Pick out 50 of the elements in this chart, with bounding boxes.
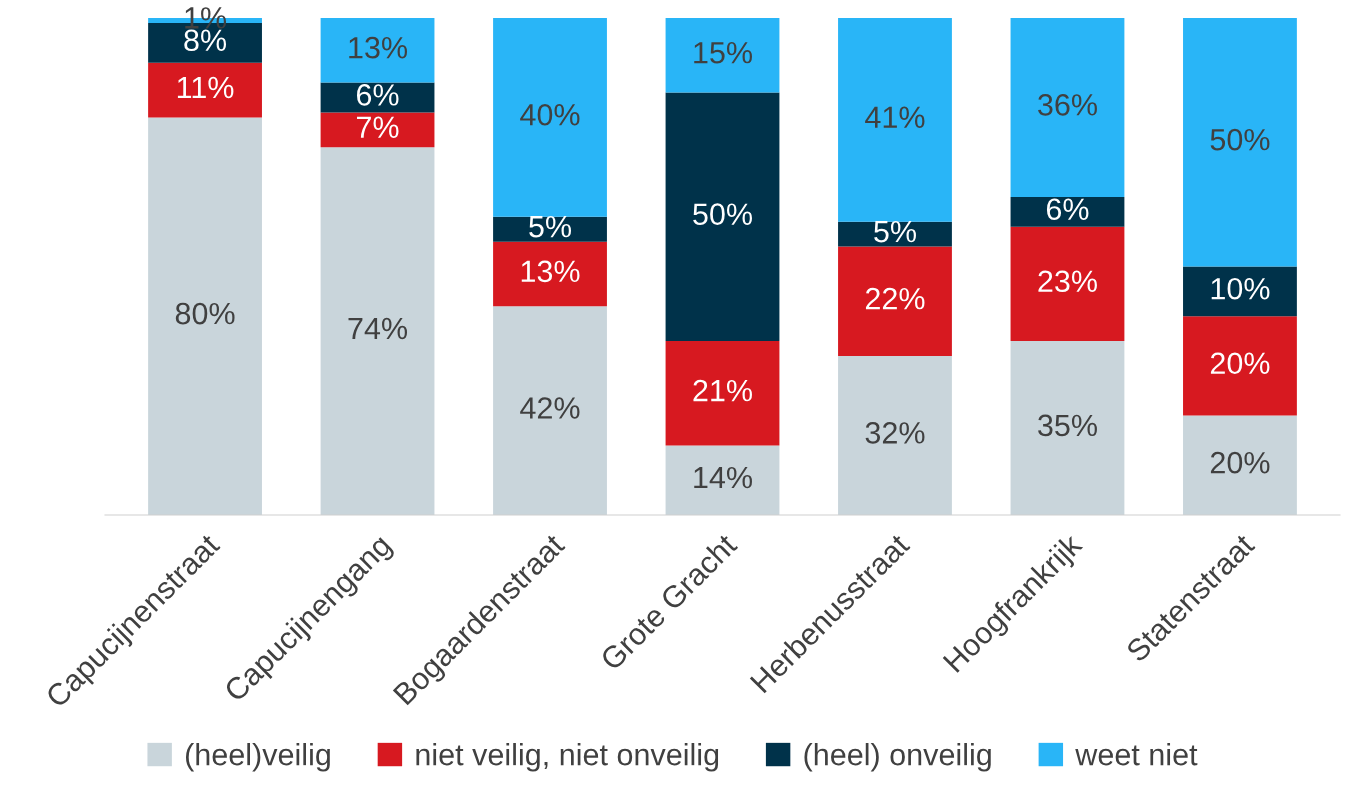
data-label: 5%: [874, 220, 916, 243]
bar: [1010, 196, 1125, 227]
bar: [665, 341, 780, 446]
data-label: 6%: [1046, 198, 1089, 221]
bar: [320, 18, 435, 83]
data-label: 40%: [520, 103, 580, 126]
bar: [838, 221, 952, 247]
data-label: 50%: [693, 203, 752, 225]
data-label: 42%: [520, 397, 580, 419]
data-label: 7%: [357, 116, 399, 138]
data-label: 23%: [1038, 270, 1097, 293]
data-label: 36%: [1038, 94, 1097, 116]
data-label: 1%: [185, 7, 227, 29]
data-label: 6%: [357, 84, 399, 106]
data-label: 35%: [1038, 414, 1097, 437]
bar: [1183, 266, 1297, 317]
data-label: 15%: [694, 41, 752, 64]
data-label: 11%: [177, 76, 234, 99]
data-label: 13%: [521, 260, 580, 283]
bar: [1010, 226, 1125, 342]
data-label: 20%: [1210, 451, 1270, 474]
bar: [493, 241, 607, 307]
data-label: 41%: [865, 106, 925, 128]
legend-label: (heel)veilig: [186, 743, 330, 772]
data-label: 21%: [693, 379, 752, 402]
legend-label: (heel) onveilig: [804, 743, 991, 772]
bar: [838, 18, 952, 222]
data-label: 13%: [349, 36, 408, 59]
bar: [320, 112, 435, 148]
data-label: 22%: [865, 287, 925, 310]
bar: [1183, 18, 1297, 267]
bar: [148, 62, 262, 118]
data-label: 20%: [1210, 352, 1270, 375]
data-label: 32%: [865, 422, 925, 444]
legend-label: niet veilig, niet onveilig: [416, 743, 719, 772]
bar: [665, 18, 780, 93]
bar: [665, 92, 780, 342]
bar: [838, 246, 952, 356]
bar: [493, 216, 607, 242]
data-label: 10%: [1211, 277, 1270, 300]
data-label: 5%: [529, 215, 572, 238]
data-label: 8%: [184, 29, 227, 52]
bar: [1183, 316, 1297, 416]
data-label: 14%: [694, 466, 752, 489]
bar: [1010, 18, 1125, 197]
legend-label: weet niet: [1075, 743, 1198, 766]
data-label: 50%: [1210, 128, 1270, 151]
data-label: 74%: [348, 317, 408, 340]
bar: [493, 18, 607, 217]
data-label: 80%: [175, 302, 235, 325]
